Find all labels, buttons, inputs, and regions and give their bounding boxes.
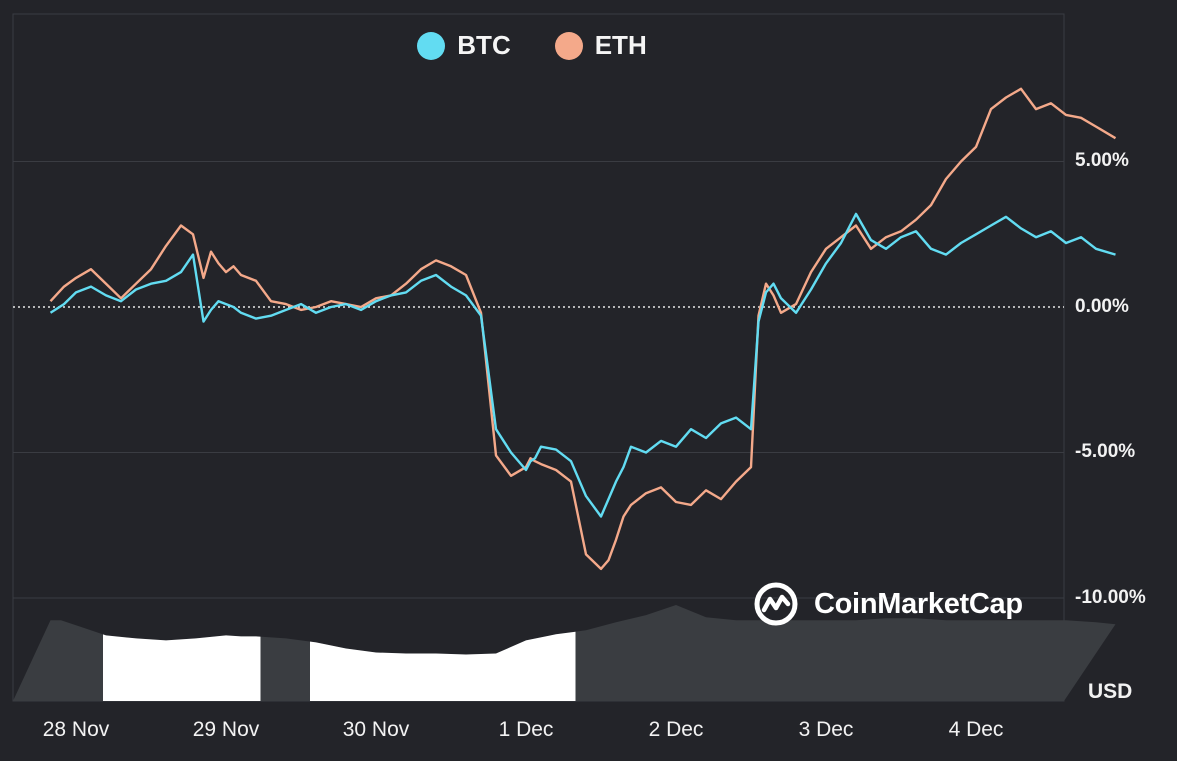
brand-watermark: CoinMarketCap [752, 580, 1023, 628]
series-lines[interactable] [49, 87, 1117, 571]
x-tick-label: 2 Dec [648, 718, 704, 741]
legend-label-eth: ETH [594, 30, 647, 60]
currency-unit: USD [1088, 680, 1133, 703]
series-line-btc [49, 212, 1116, 518]
btc-dot-icon [417, 31, 446, 60]
legend-item-eth[interactable]: ETH [554, 30, 647, 61]
eth-dot-icon [554, 31, 583, 60]
x-tick-label: 28 Nov [42, 718, 110, 741]
coinmarketcap-logo-icon [754, 582, 798, 626]
x-tick-label: 1 Dec [498, 718, 554, 741]
x-tick-label: 3 Dec [798, 718, 854, 741]
legend-item-btc[interactable]: BTC [417, 30, 511, 61]
y-tick-label: 0.00% [1075, 296, 1129, 317]
x-tick-label: 29 Nov [192, 718, 260, 741]
chart-legend: BTC ETH [0, 30, 1064, 61]
series-line-eth [49, 87, 1117, 571]
y-tick-label: -10.00% [1075, 587, 1146, 608]
brand-name: CoinMarketCap [814, 587, 1023, 620]
y-tick-label: 5.00% [1075, 150, 1129, 171]
x-tick-label: 30 Nov [342, 718, 410, 741]
legend-label-btc: BTC [457, 30, 511, 60]
volume-bars [13, 605, 1116, 701]
y-tick-label: -5.00% [1075, 441, 1136, 462]
x-tick-label: 4 Dec [948, 718, 1004, 741]
